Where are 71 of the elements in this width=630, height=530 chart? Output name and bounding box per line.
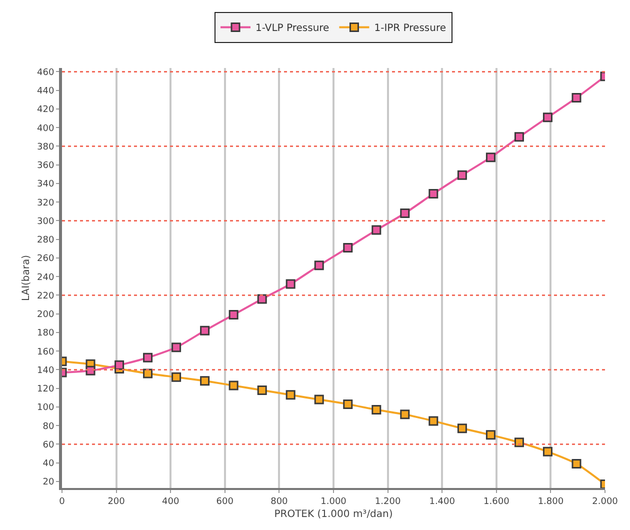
- point: [400, 208, 410, 218]
- point: [343, 399, 353, 409]
- point: [286, 279, 296, 289]
- point: [572, 93, 582, 103]
- y-tick-label: 100: [37, 403, 54, 414]
- y-tick-label: 280: [37, 236, 54, 246]
- y-tick-label: 20: [42, 478, 54, 488]
- x-tick-label: 200: [108, 496, 126, 507]
- point: [400, 410, 410, 420]
- point: [372, 405, 382, 415]
- x-axis-title: PROTEK (1.000 m³/dan): [274, 508, 393, 520]
- y-tick-label: 340: [37, 180, 54, 190]
- point: [200, 376, 210, 386]
- point: [542, 446, 552, 456]
- point: [514, 132, 524, 142]
- legend-label: 1-IPR Pressure: [374, 23, 446, 34]
- point: [457, 170, 467, 180]
- legend-label: 1-VLP Pressure: [256, 23, 330, 34]
- point: [314, 260, 324, 270]
- y-tick-label: 380: [37, 142, 54, 152]
- x-tick-label: 1.600: [484, 496, 510, 507]
- y-tick-label: 300: [37, 216, 54, 227]
- x-tick-label: 2.000: [592, 496, 618, 507]
- point: [228, 310, 238, 320]
- point: [457, 424, 467, 434]
- y-tick-label: 120: [37, 384, 54, 394]
- y-tick-label: 40: [42, 459, 54, 470]
- x-tick-label: 1.800: [538, 496, 564, 507]
- point: [486, 152, 496, 162]
- y-tick-label: 260: [37, 254, 54, 264]
- point: [286, 390, 296, 400]
- point: [200, 326, 210, 336]
- point: [257, 385, 267, 395]
- y-tick-label: 460: [37, 68, 54, 78]
- x-tick-label: 1.400: [429, 496, 456, 507]
- x-tick-label: 800: [270, 496, 288, 507]
- y-tick-label: 240: [37, 272, 54, 283]
- y-tick-label: 440: [37, 86, 54, 96]
- y-axis-title: LAI(bara): [21, 254, 32, 302]
- point: [172, 372, 182, 382]
- y-tick-label: 360: [37, 161, 54, 171]
- point: [572, 459, 582, 469]
- point: [114, 360, 124, 370]
- point: [314, 394, 324, 404]
- point: [143, 368, 153, 378]
- y-tick-label: 60: [42, 440, 54, 450]
- point: [542, 112, 552, 122]
- point: [343, 242, 353, 252]
- point: [428, 188, 438, 198]
- point: [172, 342, 182, 352]
- y-tick-label: 140: [37, 366, 54, 376]
- point: [514, 438, 524, 448]
- point: [372, 225, 382, 235]
- x-tick-label: 400: [162, 496, 180, 507]
- y-tick-label: 200: [37, 310, 54, 320]
- x-tick-label: 0: [59, 496, 66, 507]
- y-tick-label: 320: [37, 198, 54, 208]
- x-tick-label: 1.200: [374, 496, 401, 507]
- point: [486, 430, 496, 440]
- point: [143, 352, 153, 362]
- x-tick-label: 600: [216, 496, 234, 507]
- point: [428, 416, 438, 426]
- point: [257, 294, 267, 304]
- y-tick-label: 220: [37, 291, 54, 302]
- y-tick-label: 180: [37, 328, 54, 339]
- x-tick-label: 1.000: [320, 496, 347, 507]
- point: [228, 380, 238, 390]
- y-tick-label: 420: [37, 105, 54, 116]
- y-tick-label: 160: [37, 347, 54, 358]
- y-tick-label: 80: [42, 422, 54, 432]
- y-tick-label: 400: [37, 124, 54, 134]
